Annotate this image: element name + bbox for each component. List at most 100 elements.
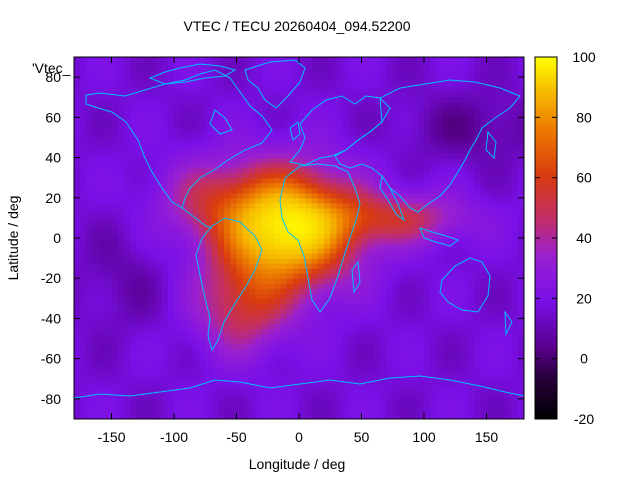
heatmap-cell [380, 87, 388, 93]
heatmap-cell [424, 253, 431, 259]
heatmap-cell [117, 192, 125, 199]
heatmap-cell [399, 398, 406, 405]
heatmap-cell [436, 378, 444, 385]
heatmap-cell [80, 192, 88, 199]
heatmap-cell [392, 57, 400, 63]
heatmap-cell [74, 243, 81, 249]
heatmap-cell [292, 97, 300, 103]
heatmap-cell [161, 57, 169, 63]
heatmap-cell [199, 157, 206, 164]
heatmap-cell [467, 323, 475, 330]
heatmap-cell [355, 413, 363, 419]
heatmap-cell [205, 142, 213, 149]
heatmap-cell [280, 373, 288, 380]
heatmap-cell [499, 92, 506, 98]
heatmap-cell [161, 373, 169, 380]
heatmap-cell [292, 243, 300, 249]
heatmap-cell [261, 222, 269, 229]
heatmap-cell [80, 187, 88, 194]
heatmap-cell [430, 388, 438, 395]
heatmap-cell [286, 212, 294, 219]
heatmap-cell [430, 263, 438, 269]
heatmap-cell [186, 378, 194, 385]
heatmap-cell [336, 363, 344, 370]
heatmap-cell [417, 77, 425, 83]
heatmap-cell [99, 343, 106, 350]
heatmap-cell [80, 137, 88, 144]
heatmap-cell [74, 187, 81, 194]
heatmap-cell [199, 107, 206, 113]
heatmap-cell [424, 82, 431, 88]
heatmap-cell [342, 177, 350, 184]
heatmap-cell [361, 278, 369, 284]
heatmap-cell [167, 172, 175, 179]
heatmap-cell [186, 82, 194, 88]
heatmap-cell [349, 92, 356, 98]
heatmap-cell [99, 112, 106, 118]
heatmap-cell [480, 152, 488, 159]
heatmap-cell [380, 192, 388, 199]
heatmap-cell [236, 283, 244, 289]
heatmap-cell [361, 283, 369, 289]
heatmap-cell [142, 323, 150, 330]
heatmap-cell [267, 172, 275, 179]
heatmap-cell [186, 107, 194, 113]
heatmap-cell [355, 172, 363, 179]
heatmap-cell [317, 298, 325, 304]
heatmap-cell [311, 147, 319, 154]
heatmap-cell [342, 112, 350, 118]
heatmap-cell [361, 67, 369, 73]
heatmap-cell [99, 182, 106, 189]
heatmap-cell [155, 238, 163, 244]
heatmap-cell [399, 278, 406, 284]
heatmap-cell [299, 172, 306, 179]
heatmap-cell [417, 117, 425, 123]
heatmap-cell [136, 263, 144, 269]
heatmap-cell [205, 388, 213, 395]
heatmap-cell [336, 358, 344, 365]
heatmap-cell [342, 132, 350, 139]
heatmap-cell [380, 122, 388, 128]
heatmap-cell [99, 253, 106, 259]
heatmap-cell [217, 197, 225, 204]
heatmap-cell [205, 122, 213, 128]
heatmap-cell [330, 202, 338, 209]
heatmap-cell [417, 57, 425, 63]
heatmap-cell [161, 92, 169, 98]
heatmap-cell [392, 368, 400, 375]
heatmap-cell [99, 413, 106, 419]
heatmap-cell [205, 202, 213, 209]
heatmap-cell [274, 132, 281, 139]
heatmap-cell [167, 333, 175, 340]
heatmap-cell [242, 157, 250, 164]
heatmap-cell [261, 238, 269, 244]
heatmap-cell [192, 393, 200, 400]
heatmap-cell [217, 368, 225, 375]
heatmap-cell [430, 288, 438, 294]
heatmap-cell [330, 117, 338, 123]
heatmap-cell [105, 232, 113, 239]
heatmap-cell [436, 102, 444, 108]
heatmap-cell [224, 413, 231, 419]
heatmap-cell [117, 212, 125, 219]
heatmap-cell [317, 142, 325, 149]
heatmap-cell [124, 77, 131, 83]
heatmap-cell [449, 273, 456, 279]
heatmap-cell [92, 308, 100, 315]
heatmap-cell [480, 378, 488, 385]
heatmap-cell [174, 323, 181, 330]
heatmap-cell [330, 368, 338, 375]
heatmap-cell [86, 343, 94, 350]
heatmap-cell [105, 383, 113, 390]
heatmap-cell [186, 67, 194, 73]
heatmap-cell [467, 207, 475, 214]
heatmap-cell [367, 112, 375, 118]
heatmap-cell [399, 97, 406, 103]
heatmap-cell [86, 162, 94, 169]
heatmap-cell [374, 177, 381, 184]
heatmap-cell [355, 82, 363, 88]
heatmap-cell [117, 303, 125, 309]
heatmap-cell [411, 413, 419, 419]
heatmap-cell [430, 368, 438, 375]
